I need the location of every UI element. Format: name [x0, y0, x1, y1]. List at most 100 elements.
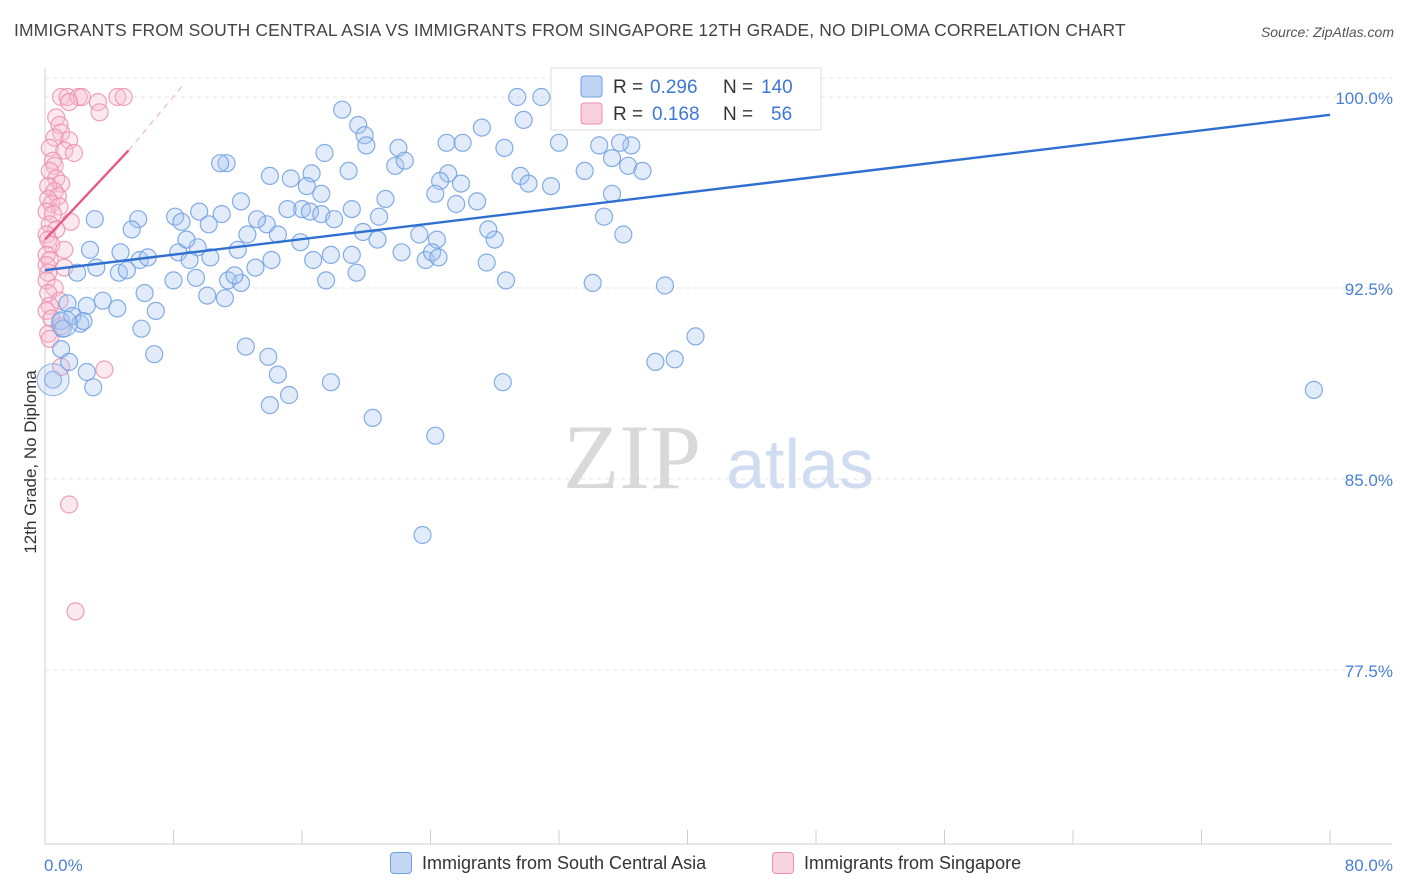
south-central-asia-point-13: [590, 136, 609, 155]
legend-item-south-central-asia: Immigrants from South Central Asia: [390, 852, 706, 874]
south-central-asia-point-106: [686, 327, 705, 346]
south-central-asia-point-107: [665, 350, 684, 369]
south-central-asia-point-92: [108, 299, 127, 318]
south-central-asia-point-55: [410, 225, 429, 244]
south-central-asia-point-113: [84, 378, 103, 397]
south-central-asia-point-87: [496, 271, 516, 290]
singapore-point-8: [90, 103, 109, 122]
south-central-asia-point-104: [259, 347, 278, 366]
south-central-asia-point-94: [215, 289, 234, 308]
south-central-asia-point-124: [225, 266, 244, 285]
n-label-pink: N =: [723, 104, 753, 125]
south-central-asia-point-84: [231, 273, 251, 292]
legend-swatch-pink: [772, 852, 794, 874]
legend-item-singapore: Immigrants from Singapore: [772, 852, 1021, 874]
south-central-asia-point-95: [655, 276, 675, 295]
x-tick-labels: 0.0% 80.0%: [44, 856, 1393, 875]
south-central-asia-point-121: [477, 253, 496, 272]
south-central-asia-point-31: [211, 154, 230, 173]
south-central-asia-point-48: [129, 210, 148, 229]
south-central-asia-point-17: [395, 151, 414, 170]
south-central-asia-point-93: [198, 286, 217, 305]
south-central-asia-point-85: [317, 271, 336, 290]
singapore-point-37: [37, 245, 56, 264]
south-central-asia-point-86: [347, 263, 366, 282]
south-central-asia-point-110: [268, 365, 287, 384]
south-central-asia-point-50: [172, 212, 191, 231]
south-central-asia-point-4: [472, 118, 491, 137]
south-central-asia-point-1: [532, 87, 551, 107]
south-central-asia-point-109: [77, 362, 96, 382]
stats-swatch-blue: [580, 75, 603, 98]
south-central-asia-point-12: [549, 133, 569, 152]
south-central-asia-point-34: [231, 192, 251, 211]
south-central-asia-point-122: [541, 177, 561, 196]
south-central-asia-point-64: [80, 240, 100, 259]
south-central-asia-point-3: [349, 115, 368, 135]
south-central-asia-point-42: [257, 215, 276, 234]
south-central-asia-point-46: [370, 207, 389, 226]
trend-line-south-central-asia: [44, 113, 1331, 272]
south-central-asia-point-39: [190, 202, 209, 221]
south-central-asia-point-128: [468, 192, 487, 211]
south-central-asia-point-129: [514, 110, 533, 130]
singapore-point-12: [45, 128, 64, 147]
south-central-asia-point-8: [453, 133, 472, 152]
south-central-asia-point-27: [451, 174, 471, 193]
south-central-asia-point-137: [602, 149, 622, 168]
south-central-asia-point-103: [236, 337, 255, 356]
south-central-asia-points: [36, 87, 1324, 545]
r-value-blue: 0.296: [650, 77, 698, 98]
south-central-asia-point-112: [145, 345, 164, 364]
south-central-asia-point-43: [278, 200, 297, 219]
x-tick-label-1: 80.0%: [1345, 856, 1393, 875]
south-central-asia-point-25: [339, 161, 358, 180]
watermark-zip: ZIP: [563, 406, 701, 508]
r-label-pink: R =: [613, 104, 643, 125]
south-central-asia-point-88: [583, 273, 602, 292]
south-central-asia-point-23: [281, 169, 300, 188]
watermark-atlas: atlas: [726, 425, 874, 503]
south-central-asia-point-14: [622, 136, 641, 155]
trend-line-singapore: [44, 149, 130, 241]
r-value-pink: 0.168: [652, 104, 700, 125]
singapore-point-51: [40, 329, 59, 348]
singapore-point-34: [39, 230, 58, 249]
south-central-asia-cluster-1: [50, 310, 78, 338]
south-central-asia-point-51: [238, 225, 257, 244]
south-central-asia-point-135: [43, 370, 63, 389]
south-central-asia-point-115: [493, 373, 512, 392]
south-central-asia-point-125: [325, 210, 344, 229]
n-value-pink: 56: [771, 104, 792, 125]
south-central-asia-point-99: [53, 319, 72, 338]
south-central-asia-point-29: [618, 156, 638, 175]
source-label: Source: ZipAtlas.com: [1260, 24, 1394, 40]
south-central-asia-point-60: [291, 233, 310, 252]
south-central-asia-point-81: [164, 271, 183, 290]
stats-swatch-pink: [580, 102, 603, 125]
r-label-blue: R =: [613, 77, 643, 98]
singapore-point-16: [64, 143, 84, 163]
south-central-asia-point-118: [426, 426, 445, 445]
south-central-asia-point-61: [342, 245, 361, 264]
watermark: ZIP atlas: [563, 406, 874, 508]
south-central-asia-point-80: [117, 261, 137, 280]
south-central-asia-point-120: [413, 525, 432, 545]
south-central-asia-point-65: [111, 243, 130, 262]
south-central-asia-point-77: [67, 263, 87, 282]
south-central-asia-cluster-0: [36, 363, 70, 397]
south-central-asia-point-36: [342, 200, 361, 219]
y-tick-label-2: 92.5%: [1345, 280, 1393, 299]
south-central-asia-point-37: [447, 194, 466, 214]
singapore-point-36: [55, 240, 74, 259]
south-central-asia-point-119: [1304, 380, 1324, 399]
south-central-asia-point-44: [300, 202, 320, 221]
singapore-point-6: [59, 92, 79, 112]
south-central-asia-point-62: [392, 243, 411, 262]
legend-label-singapore: Immigrants from Singapore: [804, 852, 1022, 873]
south-central-asia-point-96: [51, 312, 71, 331]
south-central-asia-point-116: [260, 396, 279, 415]
stats-legend: R = 0.296 N = 140 R = 0.168 N = 56: [550, 67, 822, 131]
south-central-asia-point-100: [74, 312, 93, 331]
